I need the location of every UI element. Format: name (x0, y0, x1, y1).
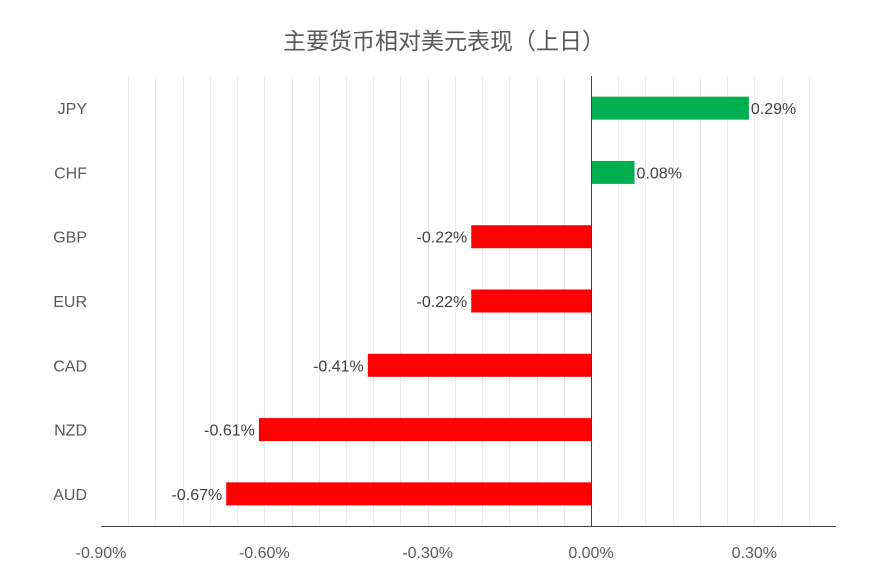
x-tick-label: 0.00% (568, 545, 613, 562)
chart-title: 主要货币相对美元表现（上日） (283, 29, 605, 55)
bar-cad (367, 353, 591, 377)
data-label: -0.41% (313, 358, 364, 375)
category-label: CHF (54, 165, 87, 182)
data-label: -0.22% (417, 230, 468, 247)
x-tick-label: -0.60% (239, 545, 290, 562)
data-label: -0.22% (417, 294, 468, 311)
axes (101, 76, 836, 527)
labels: JPY 0.29% CHF 0.08% GBP -0.22% EUR -0.22% CAD -0.… (53, 101, 796, 562)
gridlines (128, 76, 810, 526)
bar-eur (471, 289, 591, 313)
category-label: AUD (53, 487, 87, 504)
category-label: EUR (53, 294, 87, 311)
data-label: 0.08% (637, 165, 682, 182)
bar-gbp (471, 225, 591, 249)
category-label: JPY (58, 101, 88, 118)
x-tick-label: 0.30% (732, 545, 777, 562)
data-label: -0.67% (172, 487, 223, 504)
data-label: 0.29% (751, 101, 796, 118)
bars (226, 96, 749, 506)
bar-nzd (258, 418, 591, 442)
category-label: NZD (54, 423, 87, 440)
bar-chf (591, 160, 635, 184)
x-tick-label: -0.90% (76, 545, 127, 562)
x-tick-label: -0.30% (402, 545, 453, 562)
bar-jpy (591, 96, 749, 120)
category-label: CAD (53, 358, 87, 375)
bar-aud (226, 482, 591, 506)
category-label: GBP (53, 230, 87, 247)
data-label: -0.61% (204, 423, 255, 440)
